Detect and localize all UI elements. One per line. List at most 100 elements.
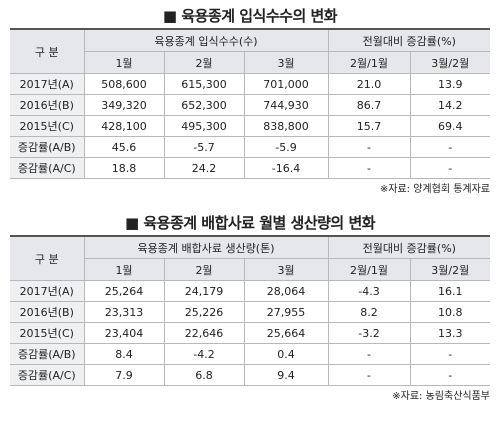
data-table: 구 분 육용종계 입식수수(수) 전월대비 증감률(%) 1월 2월 3월 2월/1월 3월/… [10, 28, 491, 179]
cell: 28,064 [243, 280, 329, 302]
data-row: 2015년(C) 428,100 495,300 838,800 15.7 69.4 [10, 115, 491, 137]
row-label: 증감률(A/B) [10, 136, 85, 158]
cell: 18.8 [83, 157, 165, 179]
data-row: 2015년(C) 23,404 22,646 25,664 -3.2 13.3 [10, 322, 491, 344]
cell: 21.0 [327, 73, 411, 95]
cell: 24,179 [163, 280, 245, 302]
group-header: 전월대비 증감률(%) [327, 28, 491, 52]
group-header: 육용종계 배합사료 생산량(톤) [83, 235, 329, 259]
cell: -5.9 [243, 136, 329, 158]
row-label: 2016년(B) [10, 301, 85, 323]
header-row: 구 분 육용종계 입식수수(수) 전월대비 증감률(%) [10, 28, 491, 74]
column-header: 3월/2월 [409, 258, 491, 281]
cell: 0.4 [243, 343, 329, 365]
row-label: 2017년(A) [10, 280, 85, 302]
cell: 838,800 [243, 115, 329, 137]
data-row: 증감률(A/C) 7.9 6.8 9.4- - [10, 364, 491, 386]
data-row: 증감률(A/C) 18.8 24.2 -16.4- - [10, 157, 491, 179]
cell: 701,000 [243, 73, 329, 95]
cell: 25,664 [243, 322, 329, 344]
cell: 25,226 [163, 301, 245, 323]
data-row: 증감률(A/B) 45.6 -5.7 -5.9- - [10, 136, 491, 158]
column-header: 3월 [243, 51, 329, 74]
corner-header: 구 분 [10, 28, 85, 74]
table-title: ■ 육용종계 입식수수의 변화 [162, 7, 338, 25]
cell: 615,300 [163, 73, 245, 95]
row-label: 증감률(A/C) [10, 157, 85, 179]
cell: 16.1 [409, 280, 491, 302]
column-header: 2월/1월 [327, 51, 411, 74]
cell: 495,300 [163, 115, 245, 137]
data-row: 2017년(A) 508,600 615,300 701,000 21.0 13.9 [10, 73, 491, 95]
column-header: 3월 [243, 258, 329, 281]
data-table: 구 분 육용종계 배합사료 생산량(톤) 전월대비 증감률(%) 1월 2월 3월 2월/1… [10, 235, 491, 386]
cell: 8.4 [83, 343, 165, 365]
table-body: 구 분 육용종계 입식수수(수) 전월대비 증감률(%) 1월 2월 3월 2월/1월 3월/… [10, 28, 491, 179]
cell: 24.2 [163, 157, 245, 179]
cell: 652,300 [163, 94, 245, 116]
cell: 13.3 [409, 322, 491, 344]
row-label: 2015년(C) [10, 115, 85, 137]
header-row: 1월 2월 3월 2월/1월 3월/2월 [10, 258, 491, 281]
cell: 13.9 [409, 73, 491, 95]
cell: - [327, 157, 411, 179]
table-body: 구 분 육용종계 배합사료 생산량(톤) 전월대비 증감률(%) 1월 2월 3월 2월/1… [10, 235, 491, 386]
cell: 7.9 [83, 364, 165, 386]
header-row: 1월 2월 3월 2월/1월 3월/2월 [10, 51, 491, 74]
row-label: 2016년(B) [10, 94, 85, 116]
cell: -5.7 [163, 136, 245, 158]
row-label: 2015년(C) [10, 322, 85, 344]
cell: 69.4 [409, 115, 491, 137]
cell: - [327, 343, 411, 365]
data-row: 2016년(B) 23,313 25,226 27,955 8.2 10.8 [10, 301, 491, 323]
cell: 428,100 [83, 115, 165, 137]
cell: 9.4 [243, 364, 329, 386]
row-label: 증감률(A/C) [10, 364, 85, 386]
cell: 10.8 [409, 301, 491, 323]
cell: - [409, 157, 491, 179]
cell: 22,646 [163, 322, 245, 344]
cell: 25,264 [83, 280, 165, 302]
group-header: 전월대비 증감률(%) [327, 235, 491, 259]
cell: 744,930 [243, 94, 329, 116]
data-row: 2017년(A) 25,264 24,179 28,064 -4.3 16.1 [10, 280, 491, 302]
source-note: ※자료: 양계협회 통계자료 [379, 184, 490, 195]
cell: 14.2 [409, 94, 491, 116]
row-label: 증감률(A/B) [10, 343, 85, 365]
column-header: 1월 [84, 51, 165, 74]
cell: - [409, 343, 491, 365]
cell: - [327, 136, 411, 158]
data-row: 2016년(B) 349,320 652,300 744,930 86.7 14.2 [10, 94, 491, 116]
column-header: 2월/1월 [327, 258, 411, 281]
group-header: 육용종계 입식수수(수) [83, 28, 329, 52]
table-title: ■ 육용종계 배합사료 월별 생산량의 변화 [124, 214, 376, 232]
cell: 508,600 [83, 73, 165, 95]
cell: 8.2 [327, 301, 411, 323]
column-header: 3월/2월 [409, 51, 491, 74]
column-header: 2월 [163, 258, 245, 281]
cell: - [409, 136, 491, 158]
row-label: 2017년(A) [10, 73, 85, 95]
cell: -4.2 [163, 343, 245, 365]
cell: 27,955 [243, 301, 329, 323]
cell: 6.8 [163, 364, 245, 386]
document: ■ 육용종계 입식수수의 변화 구 분 육용종계 입식수수(수) 전월대비 증감률(%… [10, 7, 491, 402]
cell: 23,313 [83, 301, 165, 323]
cell: 15.7 [327, 115, 411, 137]
corner-header: 구 분 [10, 235, 85, 281]
header-row: 구 분 육용종계 배합사료 생산량(톤) 전월대비 증감률(%) [10, 235, 491, 281]
cell: - [327, 364, 411, 386]
cell: -16.4 [243, 157, 329, 179]
cell: -3.2 [327, 322, 411, 344]
cell: 349,320 [83, 94, 165, 116]
cell: 23,404 [83, 322, 165, 344]
cell: 86.7 [327, 94, 411, 116]
cell: -4.3 [327, 280, 411, 302]
column-header: 1월 [84, 258, 165, 281]
data-row: 증감률(A/B) 8.4 -4.2 0.4- - [10, 343, 491, 365]
cell: 45.6 [83, 136, 165, 158]
source-note: ※자료: 농림축산식품부 [392, 391, 490, 402]
column-header: 2월 [163, 51, 245, 74]
cell: - [409, 364, 491, 386]
